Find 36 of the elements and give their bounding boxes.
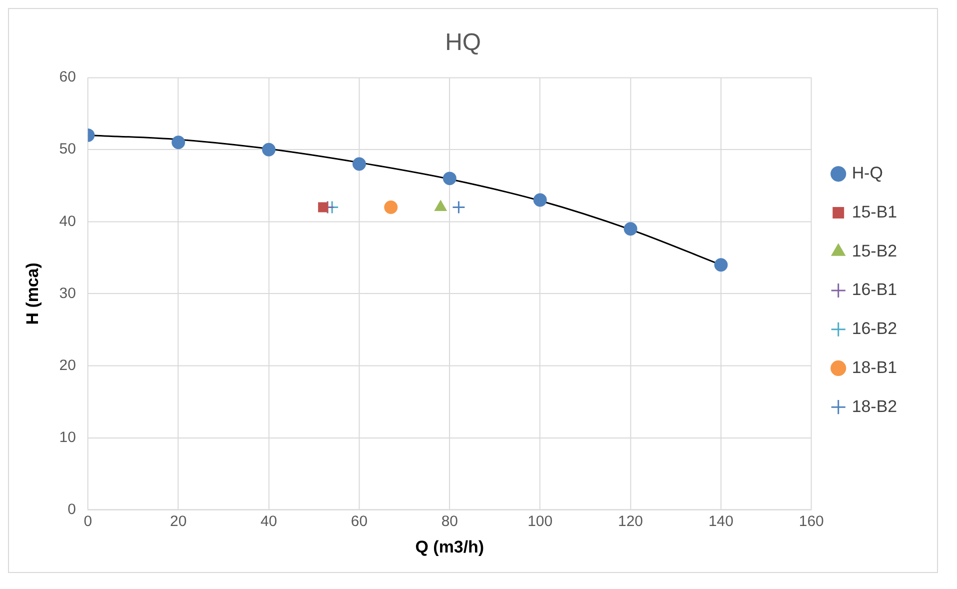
x-tick-label: 60 (350, 512, 368, 530)
legend-label: 15-B1 (852, 202, 898, 222)
y-axis-title: H (mca) (22, 262, 42, 325)
y-tick-label: 40 (59, 212, 76, 230)
x-tick-label: 40 (260, 512, 278, 530)
point (384, 200, 398, 214)
point (352, 157, 366, 171)
legend-label: 18-B2 (852, 396, 898, 416)
x-axis-title: Q (m3/h) (415, 538, 484, 557)
point (624, 222, 638, 236)
x-tick-label: 140 (708, 512, 734, 530)
point (318, 202, 328, 212)
x-tick-label: 120 (618, 512, 644, 530)
legend-label: 16-B1 (852, 280, 898, 300)
x-tick-label: 100 (528, 512, 553, 530)
point (533, 193, 547, 207)
y-tick-label: 50 (59, 140, 76, 158)
y-tick-label: 60 (59, 68, 76, 86)
x-tick-label: 0 (84, 512, 92, 530)
y-tick-label: 10 (59, 428, 76, 446)
point (452, 200, 466, 214)
point (262, 142, 276, 156)
y-tick-label: 20 (59, 356, 76, 374)
x-tick-label: 20 (170, 512, 187, 530)
y-tick-label: 30 (59, 284, 76, 302)
x-tick-label: 80 (441, 512, 458, 530)
legend-label: 16-B2 (852, 319, 898, 338)
x-tick-label: 160 (798, 512, 824, 530)
chart-title: HQ (445, 28, 481, 56)
y-tick-label: 0 (68, 500, 76, 518)
point (172, 136, 186, 150)
point (442, 172, 456, 186)
legend-label: 15-B2 (852, 241, 898, 260)
legend-label: 18-B1 (852, 358, 898, 377)
legend-label: H-Q (852, 164, 883, 183)
point (714, 258, 728, 272)
